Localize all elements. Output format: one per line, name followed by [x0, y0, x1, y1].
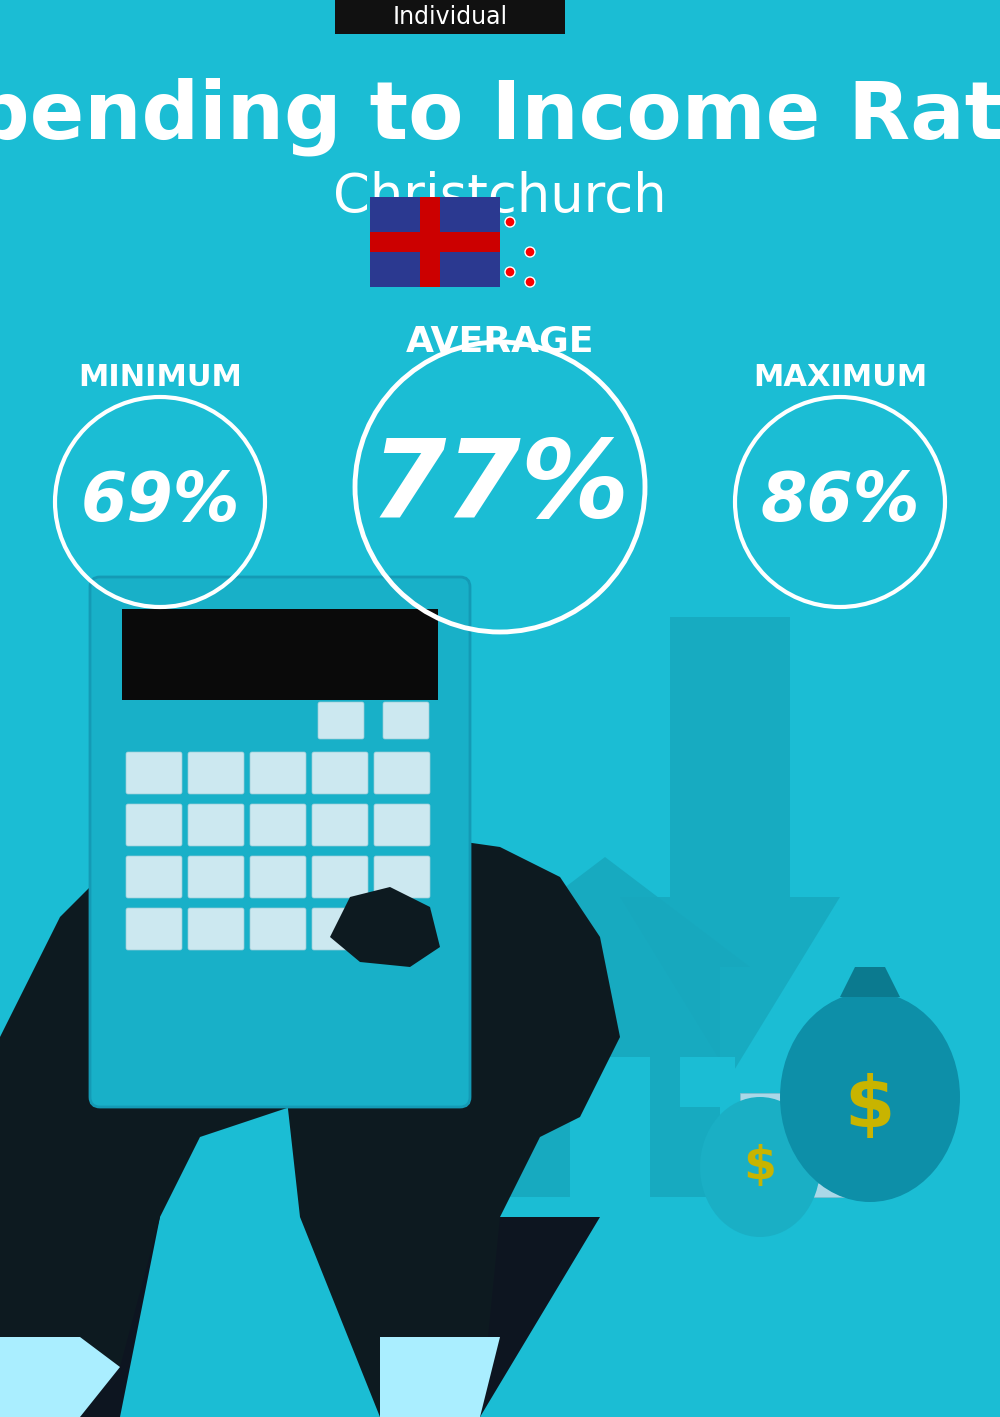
FancyBboxPatch shape	[374, 803, 430, 846]
Polygon shape	[570, 1057, 650, 1197]
FancyBboxPatch shape	[312, 908, 368, 949]
Polygon shape	[0, 1217, 160, 1417]
FancyBboxPatch shape	[740, 1146, 860, 1161]
Text: MINIMUM: MINIMUM	[78, 363, 242, 391]
Polygon shape	[460, 857, 750, 966]
FancyBboxPatch shape	[188, 803, 244, 846]
Circle shape	[505, 266, 515, 276]
Ellipse shape	[780, 992, 960, 1202]
Text: 77%: 77%	[370, 434, 630, 540]
Text: 86%: 86%	[760, 469, 920, 536]
Polygon shape	[0, 1338, 120, 1417]
FancyBboxPatch shape	[740, 1093, 860, 1107]
FancyBboxPatch shape	[740, 1165, 860, 1179]
Circle shape	[525, 247, 535, 256]
FancyBboxPatch shape	[188, 908, 244, 949]
FancyBboxPatch shape	[680, 1057, 735, 1107]
FancyBboxPatch shape	[740, 1129, 860, 1144]
FancyBboxPatch shape	[126, 803, 182, 846]
FancyBboxPatch shape	[370, 232, 500, 252]
FancyBboxPatch shape	[374, 752, 430, 794]
Circle shape	[525, 276, 535, 288]
Text: Individual: Individual	[392, 6, 508, 28]
Polygon shape	[290, 717, 430, 998]
Polygon shape	[620, 616, 840, 1077]
Polygon shape	[550, 907, 580, 966]
FancyBboxPatch shape	[370, 235, 500, 249]
FancyBboxPatch shape	[383, 701, 429, 740]
FancyBboxPatch shape	[374, 908, 430, 949]
Polygon shape	[330, 887, 440, 966]
FancyBboxPatch shape	[420, 197, 440, 288]
FancyBboxPatch shape	[510, 1057, 565, 1107]
FancyBboxPatch shape	[250, 752, 306, 794]
Text: AVERAGE: AVERAGE	[406, 324, 594, 359]
FancyBboxPatch shape	[188, 752, 244, 794]
FancyBboxPatch shape	[250, 856, 306, 898]
Polygon shape	[840, 966, 900, 998]
Polygon shape	[280, 837, 620, 1417]
FancyBboxPatch shape	[423, 197, 437, 288]
Ellipse shape	[700, 1097, 820, 1237]
FancyBboxPatch shape	[250, 803, 306, 846]
FancyBboxPatch shape	[122, 609, 438, 700]
FancyBboxPatch shape	[250, 908, 306, 949]
FancyBboxPatch shape	[90, 577, 470, 1107]
FancyBboxPatch shape	[312, 856, 368, 898]
Polygon shape	[0, 837, 320, 1417]
FancyBboxPatch shape	[318, 701, 364, 740]
FancyBboxPatch shape	[312, 752, 368, 794]
Polygon shape	[450, 1217, 600, 1417]
Polygon shape	[380, 1338, 500, 1417]
FancyBboxPatch shape	[335, 0, 565, 34]
FancyBboxPatch shape	[312, 803, 368, 846]
FancyBboxPatch shape	[126, 856, 182, 898]
Text: MAXIMUM: MAXIMUM	[753, 363, 927, 391]
FancyBboxPatch shape	[188, 856, 244, 898]
FancyBboxPatch shape	[126, 908, 182, 949]
FancyBboxPatch shape	[740, 1183, 860, 1197]
Text: 69%: 69%	[80, 469, 240, 536]
Text: Spending to Income Ratio: Spending to Income Ratio	[0, 78, 1000, 156]
Circle shape	[505, 217, 515, 227]
FancyBboxPatch shape	[126, 752, 182, 794]
Text: $: $	[744, 1145, 776, 1189]
Text: Christchurch: Christchurch	[333, 171, 667, 222]
FancyBboxPatch shape	[370, 197, 500, 288]
FancyBboxPatch shape	[740, 1111, 860, 1125]
FancyBboxPatch shape	[374, 856, 430, 898]
Polygon shape	[490, 966, 720, 1197]
Text: $: $	[845, 1073, 895, 1142]
